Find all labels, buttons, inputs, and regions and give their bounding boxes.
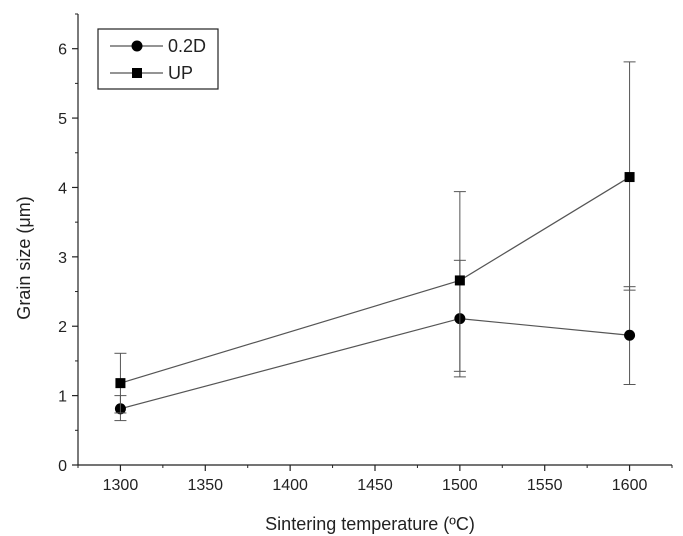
x-tick-label: 1550 (527, 477, 563, 494)
data-point (454, 275, 465, 286)
y-tick-label: 5 (58, 111, 67, 128)
x-tick-label: 1400 (272, 477, 308, 494)
series-0.2D (114, 259, 636, 422)
series-line (120, 176, 630, 384)
y-tick-label: 6 (58, 42, 67, 59)
y-tick-label: 0 (58, 458, 67, 475)
y-tick-label: 3 (58, 250, 67, 267)
series-UP (114, 61, 636, 414)
y-tick-label: 1 (58, 389, 67, 406)
series-layer (114, 61, 636, 422)
legend-marker (132, 68, 142, 78)
x-tick-label: 1300 (103, 477, 139, 494)
legend-box (97, 28, 219, 90)
legend: 0.2D UP (97, 28, 219, 90)
y-tick-label: 2 (58, 319, 67, 336)
x-axis-label: Sintering temperature (ºC) (265, 514, 475, 534)
series-line (120, 317, 630, 410)
axes: 0 1 2 3 4 5 6 1300 1350 1400 1450 1500 1550 1600 (58, 13, 673, 494)
x-tick-label: 1450 (357, 477, 393, 494)
x-tick-label: 1500 (442, 477, 478, 494)
y-axis-label: Grain size (μm) (14, 196, 34, 319)
x-tick-label: 1350 (187, 477, 223, 494)
legend-marker (131, 40, 143, 52)
x-tick-label: 1600 (612, 477, 648, 494)
data-point (624, 329, 636, 341)
legend-label: UP (168, 63, 193, 83)
legend-label: 0.2D (168, 36, 206, 56)
data-point (115, 378, 126, 389)
y-tick-label: 4 (58, 180, 67, 197)
data-point (624, 172, 635, 183)
